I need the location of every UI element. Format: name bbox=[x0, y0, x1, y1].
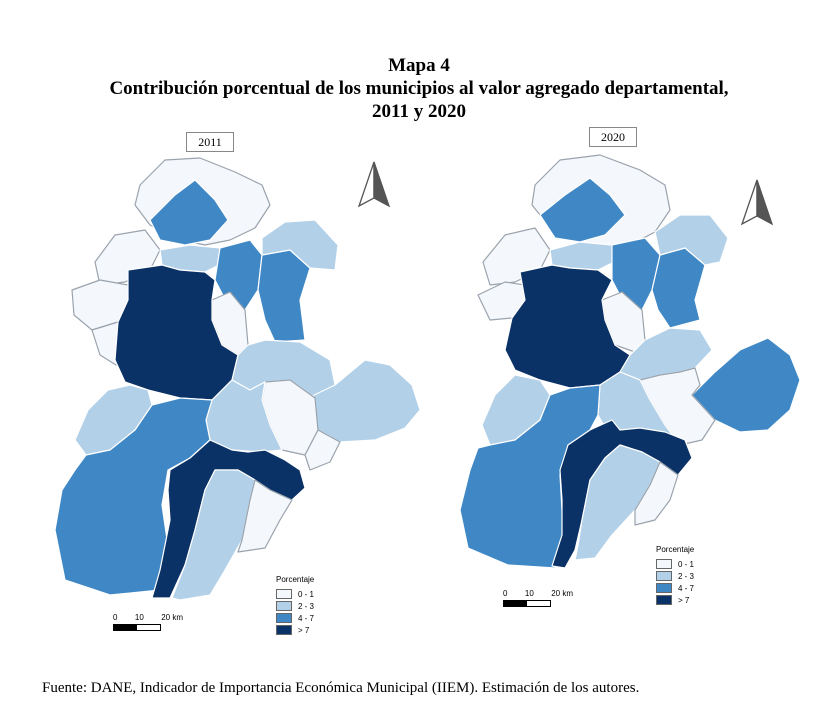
year-label-2020: 2020 bbox=[589, 127, 637, 147]
legend-item: > 7 bbox=[276, 624, 314, 636]
legend-title: Porcentaje bbox=[656, 545, 695, 554]
municipality-ne2 bbox=[651, 247, 706, 329]
legend-item: 2 - 3 bbox=[276, 600, 314, 612]
legend-label: > 7 bbox=[678, 595, 690, 605]
legend-label: 0 - 1 bbox=[678, 559, 695, 569]
legend-label: 2 - 3 bbox=[678, 571, 695, 581]
legend-item: 0 - 1 bbox=[656, 558, 694, 570]
legend-swatch bbox=[276, 601, 292, 611]
legend-swatch bbox=[276, 589, 292, 599]
scale-bar-left: 0 10 20 km bbox=[113, 613, 183, 631]
scale-label: 20 km bbox=[551, 589, 573, 598]
map-title: Contribución porcentual de los municipio… bbox=[109, 78, 729, 99]
municipality-ne3 bbox=[654, 214, 729, 266]
municipality-s2 bbox=[237, 479, 293, 553]
legend-item: > 7 bbox=[656, 594, 694, 606]
legend-item: 0 - 1 bbox=[276, 588, 314, 600]
map-2020 bbox=[459, 154, 801, 569]
municipality-n2 bbox=[539, 177, 626, 243]
source-note: Fuente: DANE, Indicador de Importancia E… bbox=[42, 680, 640, 696]
legend-title: Porcentaje bbox=[276, 575, 315, 584]
map-2011 bbox=[54, 157, 421, 601]
scale-label: 0 bbox=[113, 613, 118, 622]
municipality-ne2 bbox=[257, 249, 311, 343]
legend-item: 4 - 7 bbox=[276, 612, 314, 624]
map-title-years: 2011 y 2020 bbox=[372, 101, 466, 122]
municipality-s2 bbox=[634, 461, 679, 526]
legend-label: 4 - 7 bbox=[298, 613, 315, 623]
scale-label: 0 bbox=[503, 589, 508, 598]
north-arrow-left bbox=[357, 161, 391, 208]
municipality-e1 bbox=[691, 337, 801, 433]
scale-bar-right: 0 10 20 km bbox=[503, 589, 573, 607]
legend-swatch bbox=[656, 595, 672, 605]
north-arrow-right bbox=[740, 179, 774, 226]
legend-swatch bbox=[656, 571, 672, 581]
legend-swatch bbox=[656, 559, 672, 569]
legend-label: 2 - 3 bbox=[298, 601, 315, 611]
legend-item: 2 - 3 bbox=[656, 570, 694, 582]
scale-label: 10 bbox=[524, 589, 534, 598]
scale-bar bbox=[503, 600, 551, 607]
legend-right: Porcentaje 0 - 1 2 - 3 4 - 7 > 7 bbox=[656, 545, 694, 606]
legend-item: 4 - 7 bbox=[656, 582, 694, 594]
legend-swatch bbox=[276, 613, 292, 623]
scale-label: 10 bbox=[134, 613, 144, 622]
map-number-title: Mapa 4 bbox=[388, 55, 450, 76]
legend-left: Porcentaje 0 - 1 2 - 3 4 - 7 > 7 bbox=[276, 575, 314, 636]
year-label-2011: 2011 bbox=[186, 132, 234, 152]
scale-label: 20 km bbox=[161, 613, 183, 622]
municipality-s1 bbox=[574, 444, 661, 561]
municipality-sw2 bbox=[459, 384, 601, 569]
scale-bar bbox=[113, 624, 161, 631]
legend-label: 4 - 7 bbox=[678, 583, 695, 593]
municipality-ne3 bbox=[261, 219, 339, 271]
legend-swatch bbox=[276, 625, 292, 635]
municipality-ne1 bbox=[611, 237, 661, 311]
municipality-c4 bbox=[304, 429, 341, 471]
legend-swatch bbox=[656, 583, 672, 593]
legend-label: 0 - 1 bbox=[298, 589, 315, 599]
municipality-n2 bbox=[149, 179, 229, 246]
legend-label: > 7 bbox=[298, 625, 310, 635]
municipality-ne1 bbox=[214, 239, 263, 311]
